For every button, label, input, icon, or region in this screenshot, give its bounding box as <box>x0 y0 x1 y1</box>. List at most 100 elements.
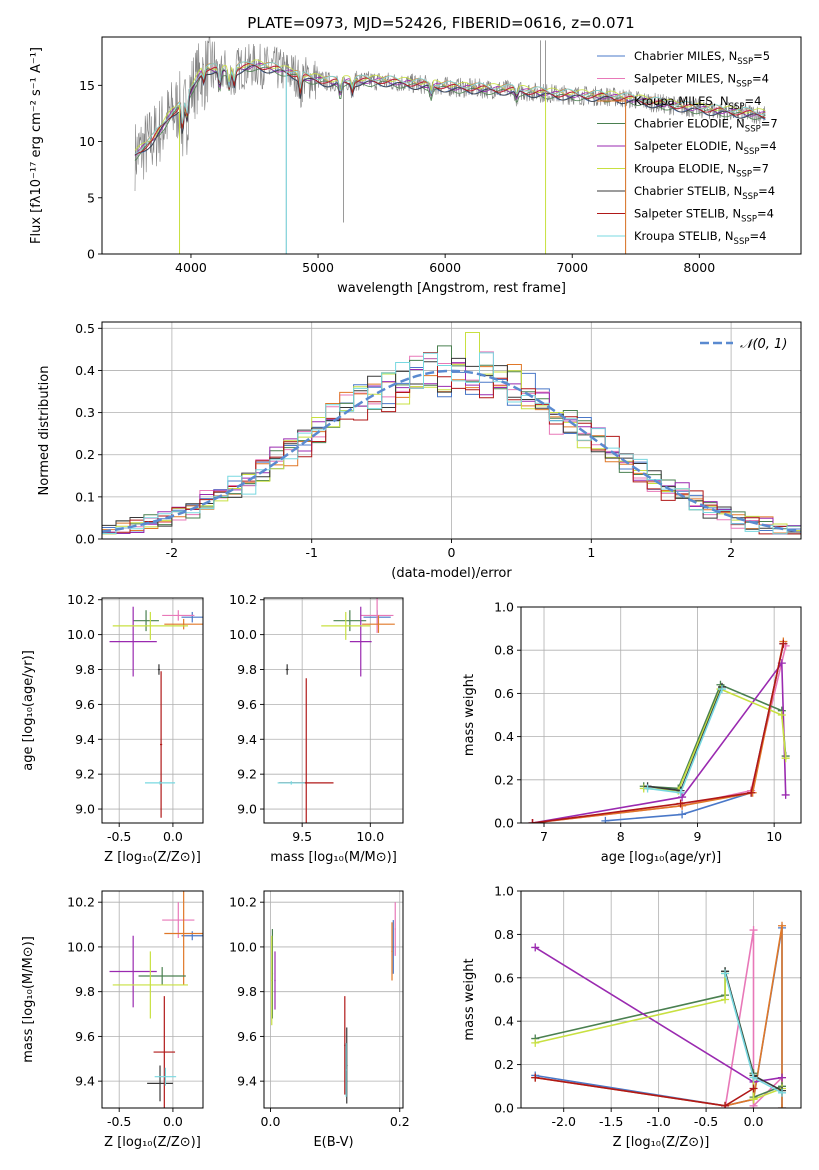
plot-area <box>264 598 403 823</box>
weight-line-salpeter-stelib <box>535 1076 754 1107</box>
y-axis-label: mass weight <box>462 674 477 756</box>
weight-marker <box>721 969 730 978</box>
model-spectrum-kroupa-stelib <box>134 61 766 155</box>
x-tick-label: 8 <box>617 829 625 844</box>
plot-area <box>521 607 801 823</box>
legend-label-tail: =4 <box>744 94 761 108</box>
errorbar-point-chabrier-miles <box>181 611 203 623</box>
weight-marker <box>678 793 687 802</box>
y-tick-label: 0.2 <box>494 1057 514 1072</box>
x-tick-label: 10.0 <box>356 829 384 844</box>
legend-label-main: Kroupa ELODIE, N <box>634 162 736 176</box>
plot-area <box>521 891 801 1108</box>
errorbar-point-chabrier-elodie <box>138 967 186 985</box>
model-spectrum-chabrier-stelib <box>134 64 766 156</box>
weight-line-salpeter-stelib <box>532 643 785 823</box>
legend-label-tail: =4 <box>749 229 766 243</box>
errorbar-point-chabrier-stelib <box>147 1065 173 1102</box>
normal-distribution-curve <box>102 369 801 533</box>
panel-age_vs_Z: -0.5 0.0 9.0 9.2 9.4 9.6 9.8 10.0 10.2 Z [log₁₀(Z… <box>21 592 204 865</box>
legend-label-main: Chabrier ELODIE, N <box>634 117 745 131</box>
axes-frame <box>263 597 404 824</box>
weight-marker <box>781 790 790 799</box>
weight-line-salpeter-elodie <box>532 660 787 823</box>
panel-residuals: -2 -1 0 1 2 0.0 0.1 0.2 0.3 0.4 0.5 (data-model)/er… <box>37 321 802 581</box>
x-tick-label: 0 <box>448 545 456 560</box>
weight-marker <box>778 1088 787 1097</box>
legend-label-tail: =4 <box>760 139 777 153</box>
x-tick-label: 9 <box>693 829 701 844</box>
weight-marker <box>601 816 610 823</box>
errorbar-point-salpeter-miles <box>162 902 195 938</box>
legend-label: Salpeter ELODIE, NSSP=4 <box>634 139 777 157</box>
y-tick-label: 9.8 <box>75 984 95 999</box>
errorbar-point-kroupa-stelib <box>345 1043 347 1097</box>
y-tick-label: 9.0 <box>75 802 95 817</box>
errorbar-point-salpeter-stelib <box>344 996 346 1095</box>
legend-label-main: Chabrier STELIB, N <box>634 184 742 198</box>
y-tick-label: 10.2 <box>67 592 95 607</box>
weight-marker <box>678 810 687 819</box>
y-tick-label: 15 <box>79 78 95 93</box>
x-tick-label: -0.5 <box>107 829 131 844</box>
x-tick-label: 0.0 <box>261 1114 281 1129</box>
weight-marker <box>778 1073 787 1082</box>
panel-mass_vs_Z: -0.5 0.0 9.4 9.6 9.8 10.0 10.2 Z [log₁₀(Z/Z⊙)] m… <box>21 890 204 1150</box>
weight-marker <box>778 1104 787 1108</box>
y-tick-label: 0.8 <box>494 927 514 942</box>
weight-line-kroupa-miles <box>532 641 785 823</box>
x-axis-label: (data-model)/error <box>391 566 512 581</box>
axes-frame <box>263 890 404 1109</box>
panel-weight_vs_age: 7 8 9 10 0.0 0.2 0.4 0.6 0.8 1.0 age [log₁₀(age/yr… <box>462 600 802 865</box>
y-tick-label: 5 <box>87 190 95 205</box>
legend-label-sub: SSP <box>745 125 761 135</box>
axes-frame <box>101 890 204 1109</box>
errorbar-point-kroupa-elodie <box>112 611 188 640</box>
legend-label: Kroupa STELIB, NSSP=4 <box>634 229 766 247</box>
y-tick-label: 0.5 <box>75 321 95 336</box>
y-axis-label: mass weight <box>462 958 477 1040</box>
errorbar-point-kroupa-miles <box>362 615 395 633</box>
legend-label-tail: =4 <box>758 184 775 198</box>
x-tick-label: 4000 <box>175 260 207 275</box>
legend-label-tail: =7 <box>761 117 778 131</box>
y-axis-label: age [log₁₀(age/yr)] <box>21 650 36 771</box>
observed-spectrum-line <box>134 37 766 192</box>
y-tick-label: 10.0 <box>67 627 95 642</box>
weight-line-kroupa-stelib <box>647 688 723 794</box>
x-axis-label: age [log₁₀(age/yr)] <box>601 850 722 865</box>
errorbar-point-kroupa-miles <box>164 618 203 630</box>
y-tick-label: 9.8 <box>75 662 95 677</box>
y-tick-label: 0.0 <box>75 532 95 547</box>
legend-label-tail: =4 <box>757 207 774 221</box>
errorbar-point-chabrier-miles <box>392 920 394 974</box>
weight-marker <box>749 1073 758 1082</box>
plot-area <box>102 598 203 823</box>
errorbar-point-salpeter-stelib <box>160 671 163 818</box>
legend-label: Chabrier STELIB, NSSP=4 <box>634 184 775 202</box>
histogram-salpeter-stelib <box>102 352 801 535</box>
x-tick-label: -1.0 <box>646 1114 670 1129</box>
y-tick-label: 9.8 <box>237 662 257 677</box>
errorbar-point-kroupa-elodie <box>321 611 371 640</box>
errorbar-point-chabrier-elodie <box>133 610 159 632</box>
x-tick-label: 9.5 <box>292 829 312 844</box>
panel-weight_vs_Z: -2.0 -1.5 -1.0 -0.5 0.0 0.0 0.2 0.4 0.6 0.8 1.0 Z [… <box>462 884 802 1150</box>
errorbar-point-salpeter-elodie <box>109 606 157 677</box>
y-tick-label: 9.6 <box>237 697 257 712</box>
legend-label-sub: SSP <box>744 147 760 157</box>
axes-frame <box>520 890 802 1109</box>
y-tick-label: 0.8 <box>494 643 514 658</box>
x-tick-label: 10 <box>766 829 782 844</box>
y-tick-label: 10 <box>79 134 95 149</box>
plot-area <box>134 37 766 254</box>
x-tick-label: 5000 <box>302 260 334 275</box>
weight-marker <box>778 921 787 930</box>
y-tick-label: 9.4 <box>237 1074 257 1089</box>
errorbar-point-salpeter-elodie <box>349 606 372 677</box>
errorbar-point-salpeter-elodie <box>109 935 157 1008</box>
x-tick-label: 0.0 <box>744 1114 764 1129</box>
weight-marker <box>676 799 685 808</box>
y-tick-label: 0 <box>87 247 95 262</box>
